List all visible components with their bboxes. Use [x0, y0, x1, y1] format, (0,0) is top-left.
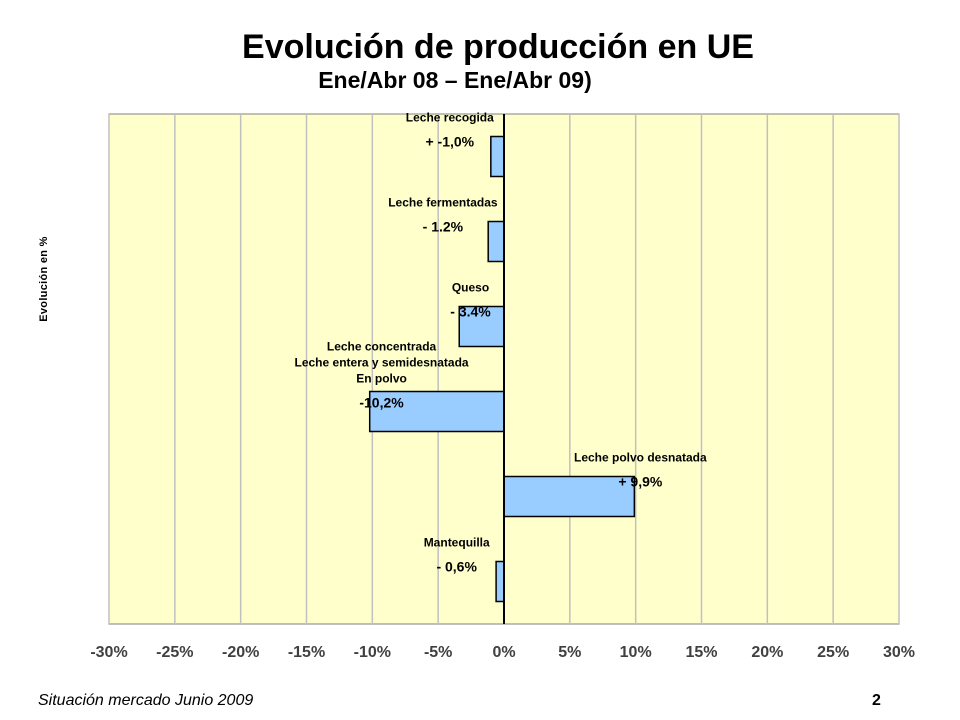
x-tick-label: -20%	[222, 644, 259, 661]
bar-value-label: - 0,6%	[436, 559, 477, 575]
page-number: 2	[872, 692, 881, 709]
chart-title: Evolución de producción en UE	[242, 28, 754, 66]
bar-value-label: + 9,9%	[618, 474, 663, 490]
bar-category-label: Leche entera y semidesnatada	[295, 356, 469, 370]
bar	[487, 220, 505, 263]
x-tick-label: -5%	[424, 644, 452, 661]
x-tick-label: 5%	[558, 644, 581, 661]
bar	[458, 305, 505, 348]
bar-value-label: - 1.2%	[423, 219, 464, 235]
bar-category-label: Leche recogida	[406, 111, 494, 125]
x-tick-label: -10%	[354, 644, 391, 661]
x-tick-label: 25%	[817, 644, 849, 661]
bar-value-label: -10,2%	[359, 395, 404, 411]
bar-category-label: Leche concentrada	[327, 340, 437, 354]
x-tick-label: -15%	[288, 644, 325, 661]
x-tick-label: 15%	[685, 644, 717, 661]
bar-category-label: En polvo	[356, 372, 407, 386]
bar-category-label: Leche fermentadas	[388, 196, 498, 210]
x-tick-label: 0%	[492, 644, 515, 661]
x-tick-label: 20%	[751, 644, 783, 661]
chart-subtitle: Ene/Abr 08 – Ene/Abr 09)	[318, 67, 592, 93]
x-tick-label: 30%	[883, 644, 915, 661]
bar	[503, 475, 636, 518]
bar-category-label: Mantequilla	[424, 536, 490, 550]
bar-value-label: + -1,0%	[425, 134, 474, 150]
bar-category-label: Leche polvo desnatada	[574, 451, 707, 465]
bar	[495, 560, 505, 603]
bar-value-label: - 3.4%	[450, 304, 491, 320]
footer-text: Situación mercado Junio 2009	[38, 692, 254, 709]
x-tick-label: 10%	[620, 644, 652, 661]
x-tick-label: -25%	[156, 644, 193, 661]
bar	[490, 135, 505, 178]
x-tick-label: -30%	[90, 644, 127, 661]
bar-category-label: Queso	[452, 281, 489, 295]
